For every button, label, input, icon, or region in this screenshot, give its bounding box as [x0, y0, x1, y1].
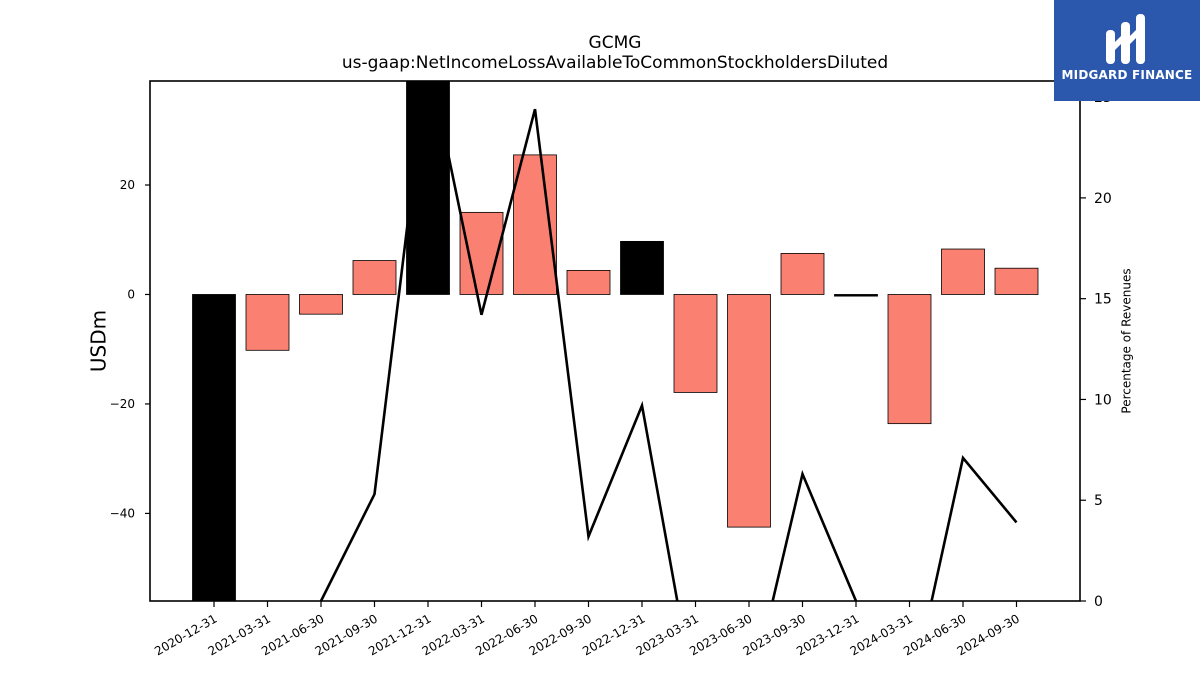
y-tick-label-right: 15 [1094, 292, 1112, 308]
y-axis-label: USDm [87, 310, 111, 372]
bar-2021-12-31 [406, 81, 450, 295]
bar-2023-06-30 [727, 294, 771, 528]
bar-2022-03-31 [459, 211, 504, 295]
brand-name: MIDGARD FINANCE [1061, 68, 1193, 82]
plot-frame [149, 80, 1081, 602]
bar-2024-03-31 [887, 294, 932, 425]
percentage-line [319, 81, 1018, 601]
chart-title: GCMG [589, 33, 642, 53]
y-tick-label: −40 [110, 506, 135, 520]
bar-2021-03-31 [245, 294, 290, 351]
bar-2023-12-31 [834, 294, 878, 297]
bar-2024-06-30 [941, 248, 985, 295]
y-tick-label: 0 [127, 287, 135, 301]
y-tick-label: 20 [120, 178, 135, 192]
bar-2022-12-31 [620, 240, 664, 295]
right-axis: 0510152025 [1080, 90, 1112, 610]
x-axis: 2020-12-312021-03-312021-06-302021-09-30… [152, 601, 1022, 658]
bar-2023-03-31 [673, 294, 718, 393]
y-tick-label: −20 [110, 397, 135, 411]
midgard-finance-logo-icon [1106, 14, 1145, 64]
bar-2023-09-30 [780, 253, 825, 295]
y-tick-label-right: 5 [1094, 493, 1103, 509]
left-axis: −40 −20 0 20 [110, 178, 150, 520]
bar-2020-12-31 [192, 294, 236, 601]
bar-2021-09-30 [352, 260, 397, 295]
bar-2021-06-30 [299, 294, 343, 315]
y-axis-label-right: Percentage of Revenues [1120, 268, 1134, 413]
brand-logo: MIDGARD FINANCE [1054, 0, 1200, 101]
bar-series [192, 81, 1039, 601]
bar-2022-09-30 [566, 269, 611, 295]
y-tick-label-right: 0 [1094, 594, 1103, 610]
chart-subtitle: us-gaap:NetIncomeLossAvailableToCommonSt… [342, 53, 888, 73]
bar-2024-09-30 [994, 267, 1039, 295]
y-tick-label-right: 20 [1094, 191, 1112, 207]
y-tick-label-right: 10 [1094, 392, 1112, 408]
line-series [319, 81, 1018, 601]
